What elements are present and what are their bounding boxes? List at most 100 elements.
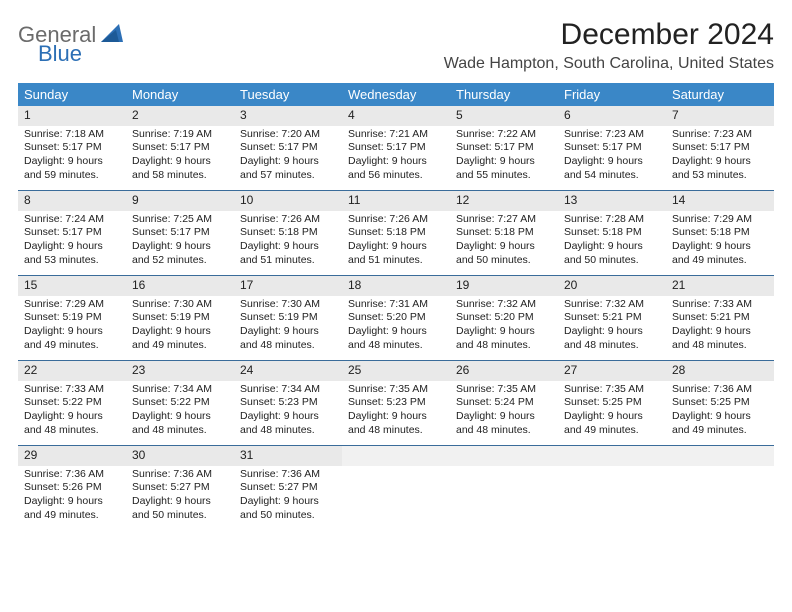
sunrise-line: Sunrise: 7:26 AM	[348, 213, 444, 227]
day-cell: 4Sunrise: 7:21 AMSunset: 5:17 PMDaylight…	[342, 106, 450, 190]
day-cell: 20Sunrise: 7:32 AMSunset: 5:21 PMDayligh…	[558, 276, 666, 360]
day-number: 27	[558, 361, 666, 381]
title-block: December 2024 Wade Hampton, South Caroli…	[444, 18, 774, 73]
day-cell: 5Sunrise: 7:22 AMSunset: 5:17 PMDaylight…	[450, 106, 558, 190]
sunrise-line: Sunrise: 7:36 AM	[672, 383, 768, 397]
day-cell	[342, 446, 450, 530]
sunrise-line: Sunrise: 7:33 AM	[24, 383, 120, 397]
daylight-line1: Daylight: 9 hours	[672, 325, 768, 339]
day-cell	[558, 446, 666, 530]
daylight-line2: and 49 minutes.	[24, 509, 120, 523]
daylight-line2: and 51 minutes.	[348, 254, 444, 268]
logo-text-block: General Blue	[18, 24, 123, 65]
sunrise-line: Sunrise: 7:30 AM	[240, 298, 336, 312]
sunrise-line: Sunrise: 7:23 AM	[564, 128, 660, 142]
sunrise-line: Sunrise: 7:23 AM	[672, 128, 768, 142]
day-number	[450, 446, 558, 466]
day-cell: 15Sunrise: 7:29 AMSunset: 5:19 PMDayligh…	[18, 276, 126, 360]
daylight-line2: and 49 minutes.	[672, 254, 768, 268]
daylight-line2: and 52 minutes.	[132, 254, 228, 268]
day-cell: 9Sunrise: 7:25 AMSunset: 5:17 PMDaylight…	[126, 191, 234, 275]
daylight-line2: and 49 minutes.	[132, 339, 228, 353]
daylight-line1: Daylight: 9 hours	[564, 240, 660, 254]
day-number: 19	[450, 276, 558, 296]
daylight-line1: Daylight: 9 hours	[240, 240, 336, 254]
sunrise-line: Sunrise: 7:33 AM	[672, 298, 768, 312]
daylight-line1: Daylight: 9 hours	[564, 410, 660, 424]
day-cell: 17Sunrise: 7:30 AMSunset: 5:19 PMDayligh…	[234, 276, 342, 360]
day-number: 23	[126, 361, 234, 381]
calendar-page: General Blue December 2024 Wade Hampton,…	[0, 0, 792, 612]
day-number	[666, 446, 774, 466]
week-row: 8Sunrise: 7:24 AMSunset: 5:17 PMDaylight…	[18, 191, 774, 276]
day-number: 28	[666, 361, 774, 381]
daylight-line1: Daylight: 9 hours	[456, 325, 552, 339]
day-cell: 14Sunrise: 7:29 AMSunset: 5:18 PMDayligh…	[666, 191, 774, 275]
day-number: 24	[234, 361, 342, 381]
daylight-line1: Daylight: 9 hours	[24, 155, 120, 169]
daylight-line2: and 51 minutes.	[240, 254, 336, 268]
month-title: December 2024	[444, 18, 774, 51]
dow-row: Sunday Monday Tuesday Wednesday Thursday…	[18, 83, 774, 106]
daylight-line2: and 49 minutes.	[672, 424, 768, 438]
sunset-line: Sunset: 5:25 PM	[564, 396, 660, 410]
day-number: 14	[666, 191, 774, 211]
sunrise-line: Sunrise: 7:32 AM	[564, 298, 660, 312]
sunset-line: Sunset: 5:21 PM	[672, 311, 768, 325]
sunrise-line: Sunrise: 7:35 AM	[456, 383, 552, 397]
sunrise-line: Sunrise: 7:35 AM	[564, 383, 660, 397]
sunset-line: Sunset: 5:27 PM	[132, 481, 228, 495]
daylight-line2: and 48 minutes.	[240, 339, 336, 353]
day-number: 16	[126, 276, 234, 296]
day-number: 1	[18, 106, 126, 126]
daylight-line1: Daylight: 9 hours	[240, 155, 336, 169]
sunset-line: Sunset: 5:22 PM	[24, 396, 120, 410]
daylight-line2: and 56 minutes.	[348, 169, 444, 183]
daylight-line2: and 49 minutes.	[564, 424, 660, 438]
day-number: 9	[126, 191, 234, 211]
sunset-line: Sunset: 5:17 PM	[24, 226, 120, 240]
day-cell: 7Sunrise: 7:23 AMSunset: 5:17 PMDaylight…	[666, 106, 774, 190]
daylight-line1: Daylight: 9 hours	[564, 155, 660, 169]
week-row: 15Sunrise: 7:29 AMSunset: 5:19 PMDayligh…	[18, 276, 774, 361]
sunrise-line: Sunrise: 7:20 AM	[240, 128, 336, 142]
daylight-line1: Daylight: 9 hours	[672, 155, 768, 169]
daylight-line2: and 48 minutes.	[240, 424, 336, 438]
day-number: 7	[666, 106, 774, 126]
day-cell: 16Sunrise: 7:30 AMSunset: 5:19 PMDayligh…	[126, 276, 234, 360]
sunset-line: Sunset: 5:20 PM	[456, 311, 552, 325]
day-number: 26	[450, 361, 558, 381]
day-cell: 21Sunrise: 7:33 AMSunset: 5:21 PMDayligh…	[666, 276, 774, 360]
daylight-line2: and 50 minutes.	[132, 509, 228, 523]
dow-tue: Tuesday	[234, 83, 342, 106]
sunset-line: Sunset: 5:17 PM	[240, 141, 336, 155]
daylight-line2: and 48 minutes.	[564, 339, 660, 353]
sunset-line: Sunset: 5:17 PM	[456, 141, 552, 155]
daylight-line2: and 48 minutes.	[24, 424, 120, 438]
day-number: 3	[234, 106, 342, 126]
sunset-line: Sunset: 5:26 PM	[24, 481, 120, 495]
daylight-line2: and 48 minutes.	[456, 339, 552, 353]
day-cell: 24Sunrise: 7:34 AMSunset: 5:23 PMDayligh…	[234, 361, 342, 445]
day-cell: 30Sunrise: 7:36 AMSunset: 5:27 PMDayligh…	[126, 446, 234, 530]
day-cell: 26Sunrise: 7:35 AMSunset: 5:24 PMDayligh…	[450, 361, 558, 445]
week-row: 22Sunrise: 7:33 AMSunset: 5:22 PMDayligh…	[18, 361, 774, 446]
day-number: 29	[18, 446, 126, 466]
day-number	[342, 446, 450, 466]
location: Wade Hampton, South Carolina, United Sta…	[444, 55, 774, 73]
daylight-line2: and 49 minutes.	[24, 339, 120, 353]
sunset-line: Sunset: 5:20 PM	[348, 311, 444, 325]
sunrise-line: Sunrise: 7:35 AM	[348, 383, 444, 397]
sunset-line: Sunset: 5:17 PM	[348, 141, 444, 155]
sunrise-line: Sunrise: 7:36 AM	[132, 468, 228, 482]
sunrise-line: Sunrise: 7:29 AM	[24, 298, 120, 312]
daylight-line2: and 48 minutes.	[456, 424, 552, 438]
day-cell: 23Sunrise: 7:34 AMSunset: 5:22 PMDayligh…	[126, 361, 234, 445]
day-cell: 12Sunrise: 7:27 AMSunset: 5:18 PMDayligh…	[450, 191, 558, 275]
daylight-line1: Daylight: 9 hours	[132, 495, 228, 509]
daylight-line1: Daylight: 9 hours	[24, 495, 120, 509]
sunrise-line: Sunrise: 7:36 AM	[240, 468, 336, 482]
day-number: 15	[18, 276, 126, 296]
header-row: General Blue December 2024 Wade Hampton,…	[18, 18, 774, 73]
daylight-line1: Daylight: 9 hours	[348, 410, 444, 424]
